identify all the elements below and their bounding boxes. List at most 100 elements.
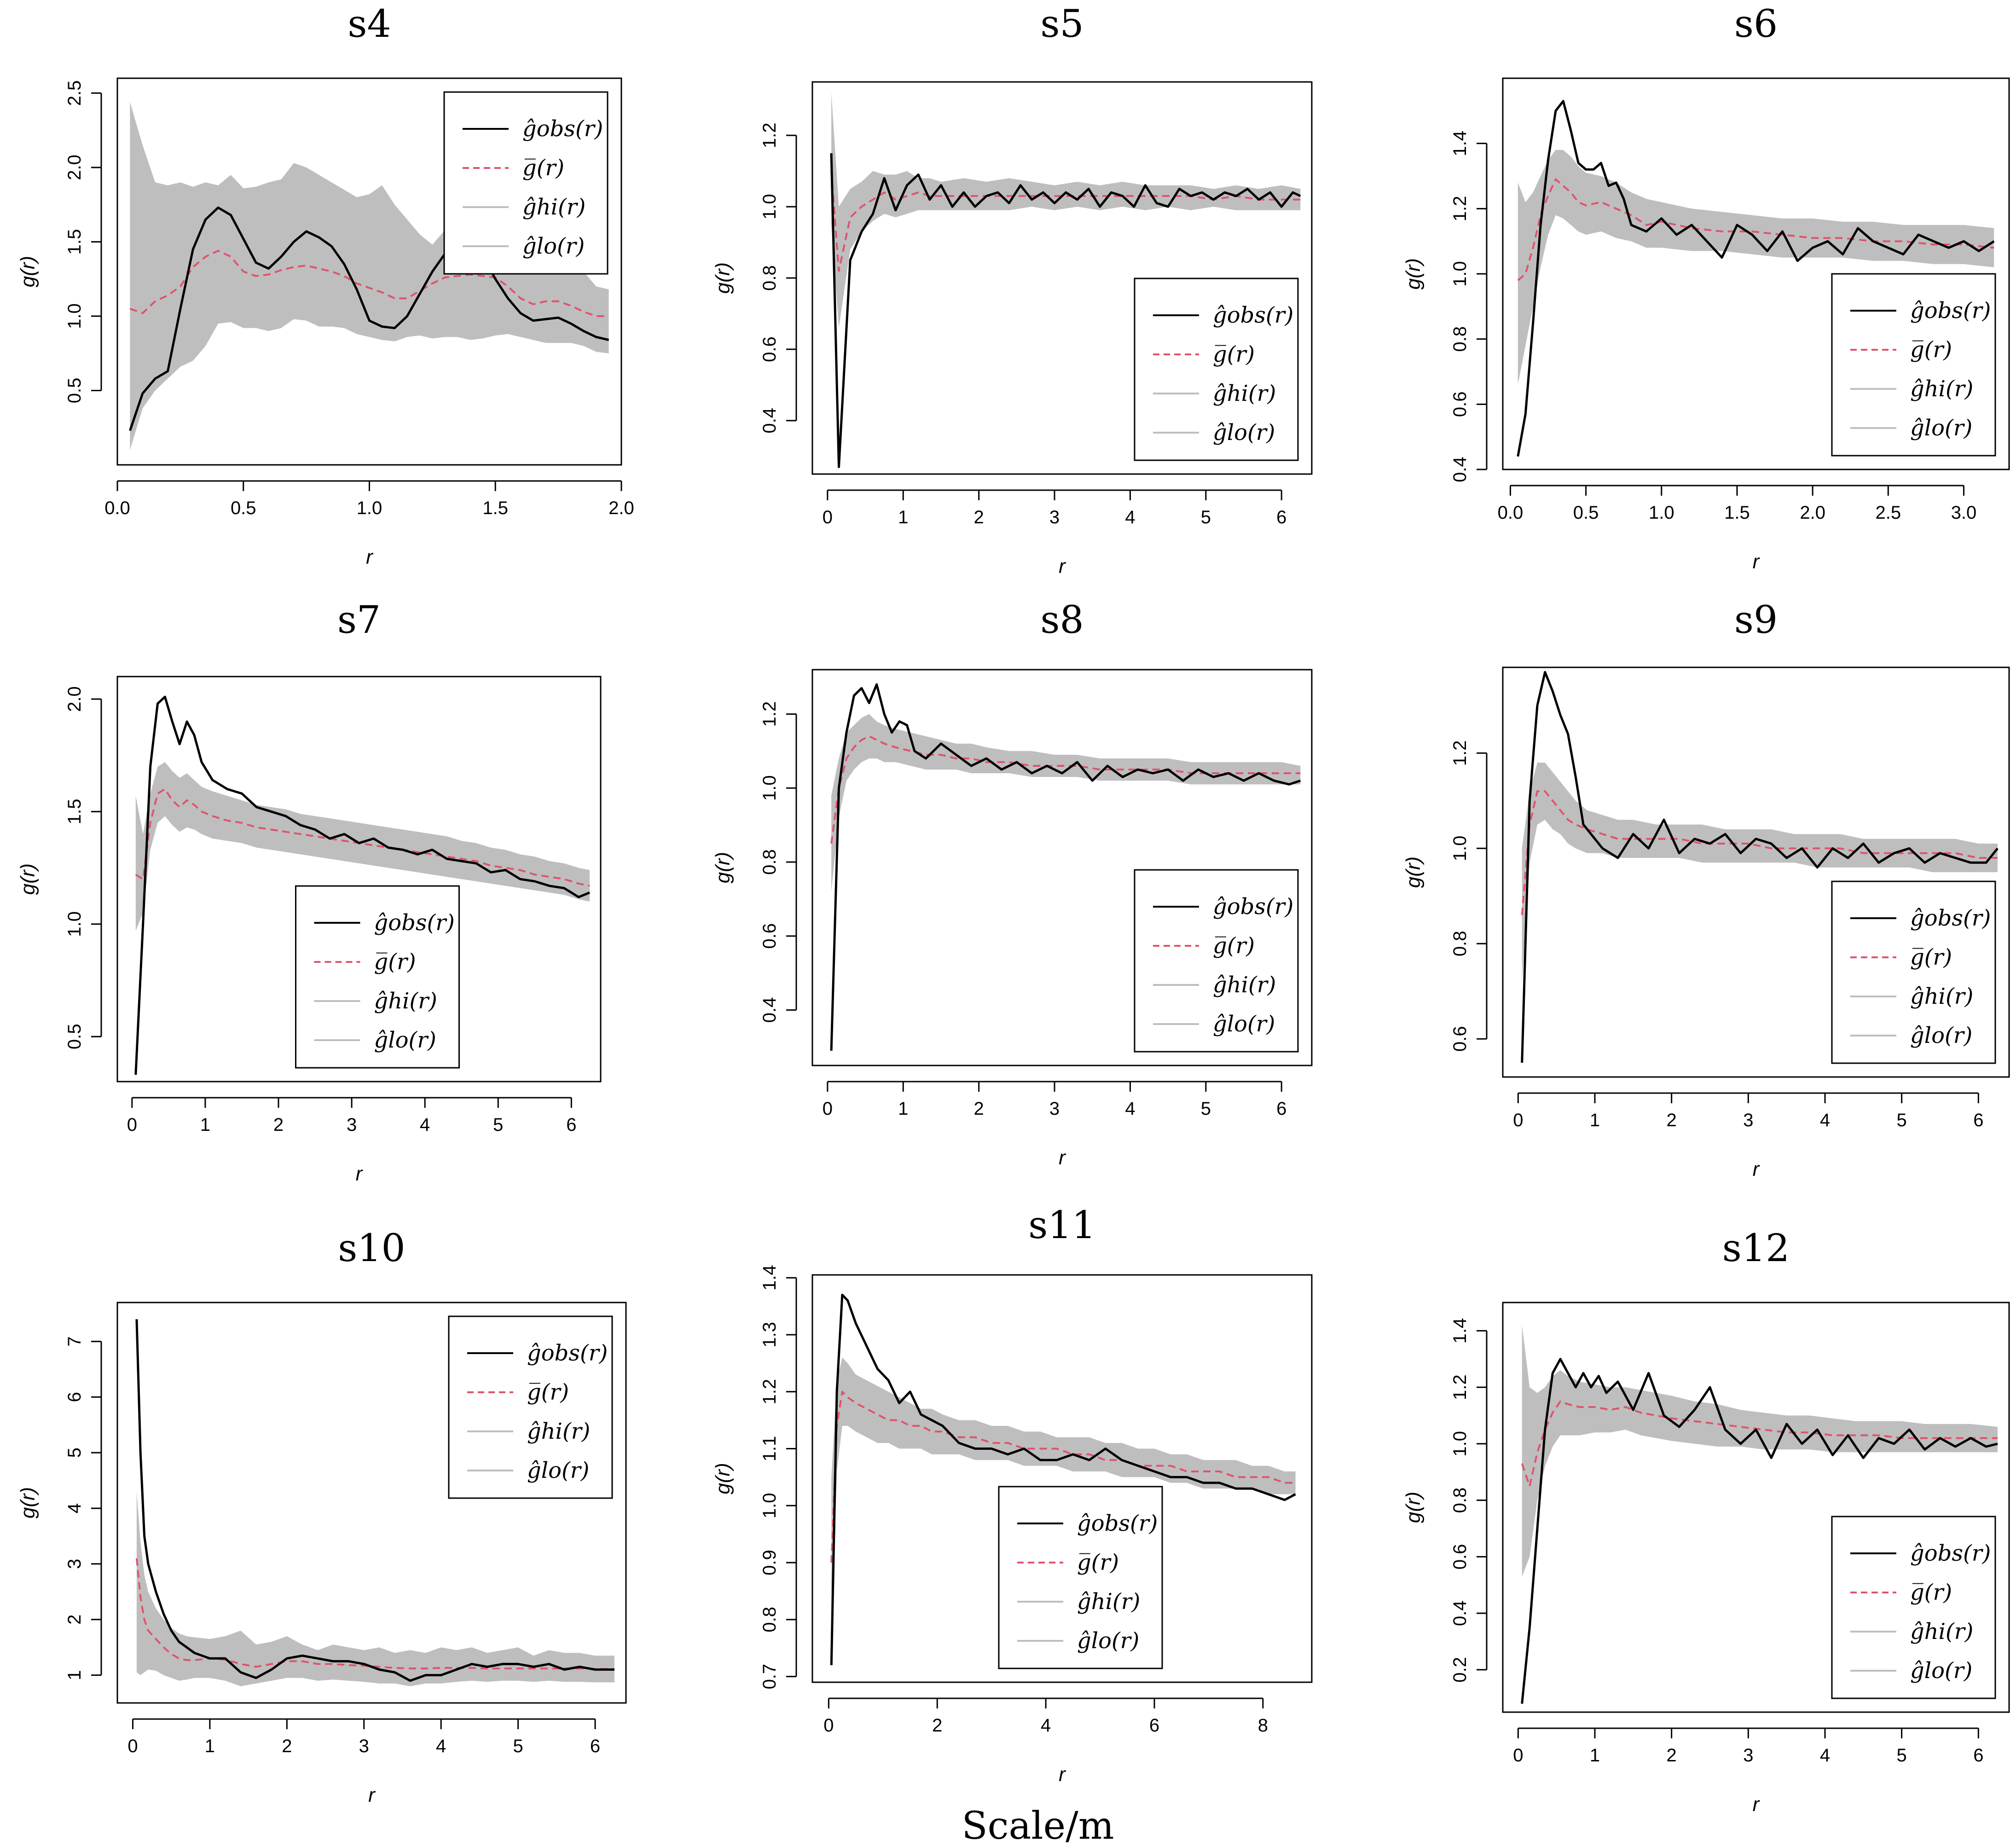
y-axis: 0.4 0.6 0.8 1.0 1.2 g(r) — [712, 122, 797, 434]
x-tick-label: 2 — [932, 1715, 942, 1736]
x-tick-label: 4 — [1125, 507, 1135, 527]
x-tick-label: 3 — [359, 1736, 369, 1756]
x-tick-label: 6 — [1276, 1099, 1286, 1119]
panel-title: s4 — [348, 2, 391, 46]
y-axis: 1 2 3 4 5 6 7 g(r) — [17, 1336, 102, 1680]
plot-area — [135, 1319, 614, 1686]
y-axis-label: g(r) — [712, 1463, 734, 1494]
x-axis-label: r — [1059, 555, 1066, 578]
y-tick-label: 0.4 — [1450, 1600, 1470, 1626]
envelope-band — [831, 93, 1301, 328]
panel-s8: s8 0 1 2 3 4 5 6 r 0.4 0.6 0.8 1.0 1.2 g(r) ĝobs(r) g̅(r… — [712, 598, 1313, 1169]
legend-label-hi: ĝhi(r) — [1077, 1589, 1140, 1615]
y-tick-label: 0.5 — [64, 1024, 85, 1049]
y-tick-label: 0.8 — [1450, 326, 1470, 352]
x-tick-label: 2 — [974, 1099, 984, 1119]
x-tick-label: 4 — [1125, 1099, 1135, 1119]
y-tick-label: 0.8 — [1450, 1488, 1470, 1513]
x-tick-label: 0 — [127, 1115, 137, 1135]
y-tick-label: 1.4 — [1450, 131, 1470, 156]
panel-title: s5 — [1040, 2, 1083, 46]
x-tick-label: 6 — [566, 1115, 576, 1135]
mean-line — [830, 1390, 1296, 1563]
observed-line — [135, 1319, 614, 1682]
x-tick-label: 6 — [590, 1736, 600, 1756]
panel-title: s6 — [1734, 2, 1778, 46]
panel-s12: s12 0 1 2 3 4 5 6 r 0.2 0.4 0.6 0.8 1.0 1.2 1.4 g(r) ĝobs… — [1402, 1227, 2010, 1816]
y-axis-label: g(r) — [1402, 1492, 1425, 1523]
legend-label-hi: ĝhi(r) — [527, 1419, 590, 1444]
legend-label-mean: g̅(r) — [1213, 342, 1255, 367]
x-axis: 0 2 4 6 8 r — [823, 1697, 1268, 1786]
plot-area — [1521, 671, 1999, 1063]
legend-box — [1134, 278, 1299, 461]
y-tick-label: 0.7 — [759, 1664, 780, 1690]
legend-label-obs: ĝobs(r) — [1213, 894, 1293, 920]
y-tick-label: 5 — [64, 1447, 85, 1458]
panel-s7: s7 0 1 2 3 4 5 6 r 0.5 1.0 1.5 2.0 g(r) ĝobs(r) g̅(r) ĝh… — [17, 598, 602, 1185]
y-tick-label: 1.4 — [1450, 1318, 1470, 1344]
legend-box — [1831, 273, 1996, 457]
x-tick-label: 1.5 — [482, 498, 508, 518]
x-axis-label: r — [1059, 1146, 1066, 1169]
x-tick-label: 4 — [420, 1115, 430, 1135]
x-tick-label: 3 — [1743, 1745, 1753, 1766]
y-tick-label: 1.2 — [1450, 740, 1470, 766]
x-axis: 0 1 2 3 4 5 6 r — [1513, 1092, 1983, 1181]
x-tick-label: 8 — [1258, 1715, 1268, 1736]
envelope-band — [1522, 1325, 1998, 1577]
y-tick-label: 0.8 — [759, 849, 780, 875]
legend-label-mean: g̅(r) — [374, 949, 416, 975]
x-axis: 0 1 2 3 4 5 6 r — [823, 1081, 1286, 1169]
mean-line — [135, 1558, 614, 1670]
figure-x-label: Scale/m — [962, 1804, 1114, 1847]
x-tick-label: 4 — [1820, 1110, 1830, 1130]
observed-line — [1517, 100, 1995, 457]
legend: ĝobs(r) g̅(r) ĝhi(r) ĝlo(r) — [1134, 278, 1299, 461]
y-axis-label: g(r) — [17, 256, 39, 287]
x-tick-label: 1 — [200, 1115, 210, 1135]
legend-label-obs: ĝobs(r) — [1077, 1511, 1158, 1536]
y-tick-label: 0.8 — [759, 1607, 780, 1633]
x-tick-label: 2.0 — [1800, 503, 1825, 523]
y-tick-label: 1.0 — [1450, 835, 1470, 861]
y-tick-label: 2.0 — [64, 686, 85, 712]
legend-label-obs: ĝobs(r) — [1910, 298, 1991, 324]
x-tick-label: 0.5 — [1573, 503, 1599, 523]
mean-line — [830, 735, 1301, 844]
legend: ĝobs(r) g̅(r) ĝhi(r) ĝlo(r) — [1831, 1516, 1996, 1699]
y-tick-label: 1.5 — [64, 229, 85, 255]
legend-label-mean: g̅(r) — [1910, 1580, 1952, 1605]
x-tick-label: 5 — [513, 1736, 523, 1756]
x-axis: 0.0 0.5 1.0 1.5 2.0 r — [104, 480, 634, 568]
legend-label-obs: ĝobs(r) — [527, 1340, 608, 1366]
x-axis-label: r — [1753, 550, 1761, 573]
x-tick-label: 1 — [1590, 1110, 1600, 1130]
plot-frame — [811, 669, 1313, 1066]
y-axis: 0.7 0.8 0.9 1.0 1.1 1.2 1.3 1.4 g(r) — [712, 1265, 797, 1690]
legend-label-obs: ĝobs(r) — [1910, 1540, 1991, 1566]
panel-s4: s4 0.0 0.5 1.0 1.5 2.0 r 0.5 1.0 1.5 2.0 2.5 g(r) ĝob… — [17, 2, 634, 568]
legend-label-obs: ĝobs(r) — [522, 116, 603, 142]
observed-line — [830, 1293, 1296, 1665]
legend-label-lo: ĝlo(r) — [1910, 415, 1972, 441]
x-tick-label: 6 — [1973, 1110, 1983, 1130]
x-tick-label: 6 — [1149, 1715, 1159, 1736]
x-axis-label: r — [368, 1784, 376, 1806]
plot-frame — [1502, 1302, 2010, 1713]
y-tick-label: 1.0 — [1450, 1431, 1470, 1457]
y-tick-label: 4 — [64, 1503, 85, 1513]
legend-label-mean: g̅(r) — [522, 155, 564, 181]
panel-s11: s11 0 2 4 6 8 r 0.7 0.8 0.9 1.0 1.1 1.2 1.3 1.4 g(r) ĝob… — [712, 1204, 1313, 1786]
panel-s5: s5 0 1 2 3 4 5 6 r 0.4 0.6 0.8 1.0 1.2 g(r) ĝobs(r) g̅(r… — [712, 2, 1313, 578]
legend: ĝobs(r) g̅(r) ĝhi(r) ĝlo(r) — [443, 91, 608, 275]
plot-area — [134, 695, 591, 1075]
plot-area — [1517, 100, 1995, 457]
plot-area — [1521, 1325, 1998, 1704]
plot-frame — [116, 77, 622, 466]
y-tick-label: 1.5 — [64, 799, 85, 825]
y-axis: 0.2 0.4 0.6 0.8 1.0 1.2 1.4 g(r) — [1402, 1318, 1488, 1683]
x-tick-label: 4 — [1820, 1745, 1830, 1766]
x-tick-label: 1.0 — [357, 498, 382, 518]
